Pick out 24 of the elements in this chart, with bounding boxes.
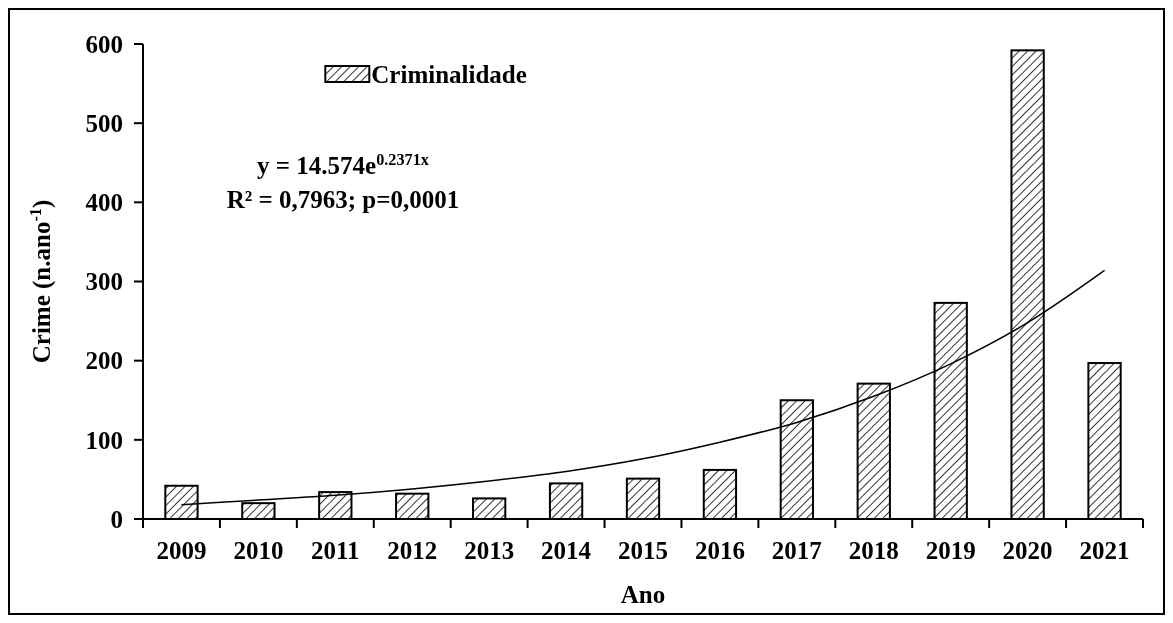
y-tick-label: 500 [85, 109, 123, 137]
x-tick-label: 2018 [848, 537, 899, 564]
x-tick-label: 2009 [156, 537, 207, 564]
x-tick-label: 2019 [925, 537, 976, 564]
x-tick-label: 2017 [771, 537, 822, 564]
annotation: y = 14.574e$^{0.2371x}$ [257, 151, 430, 179]
x-tick-label: 2011 [311, 537, 360, 564]
y-tick-label: 400 [85, 189, 123, 217]
y-tick-label: 0 [110, 505, 123, 533]
y-tick-label: 200 [85, 347, 123, 375]
x-tick-label: 2021 [1079, 537, 1130, 564]
x-tick-label: 2014 [541, 537, 592, 564]
y-tick-label: 100 [85, 426, 123, 454]
x-axis-title: Ano [620, 581, 666, 608]
x-tick-label: 2016 [694, 537, 745, 564]
x-tick-label: 2015 [618, 537, 668, 564]
legend-label: Criminalidade [371, 60, 527, 88]
x-tick-label: 2010 [233, 537, 284, 564]
annotation: R² = 0,7963; p=0,0001 [226, 186, 460, 213]
y-tick-label: 300 [85, 268, 123, 296]
y-tick-label: 600 [85, 30, 123, 58]
x-tick-label: 2020 [1002, 537, 1053, 564]
x-tick-label: 2013 [464, 537, 515, 564]
x-tick-label: 2012 [387, 537, 438, 564]
